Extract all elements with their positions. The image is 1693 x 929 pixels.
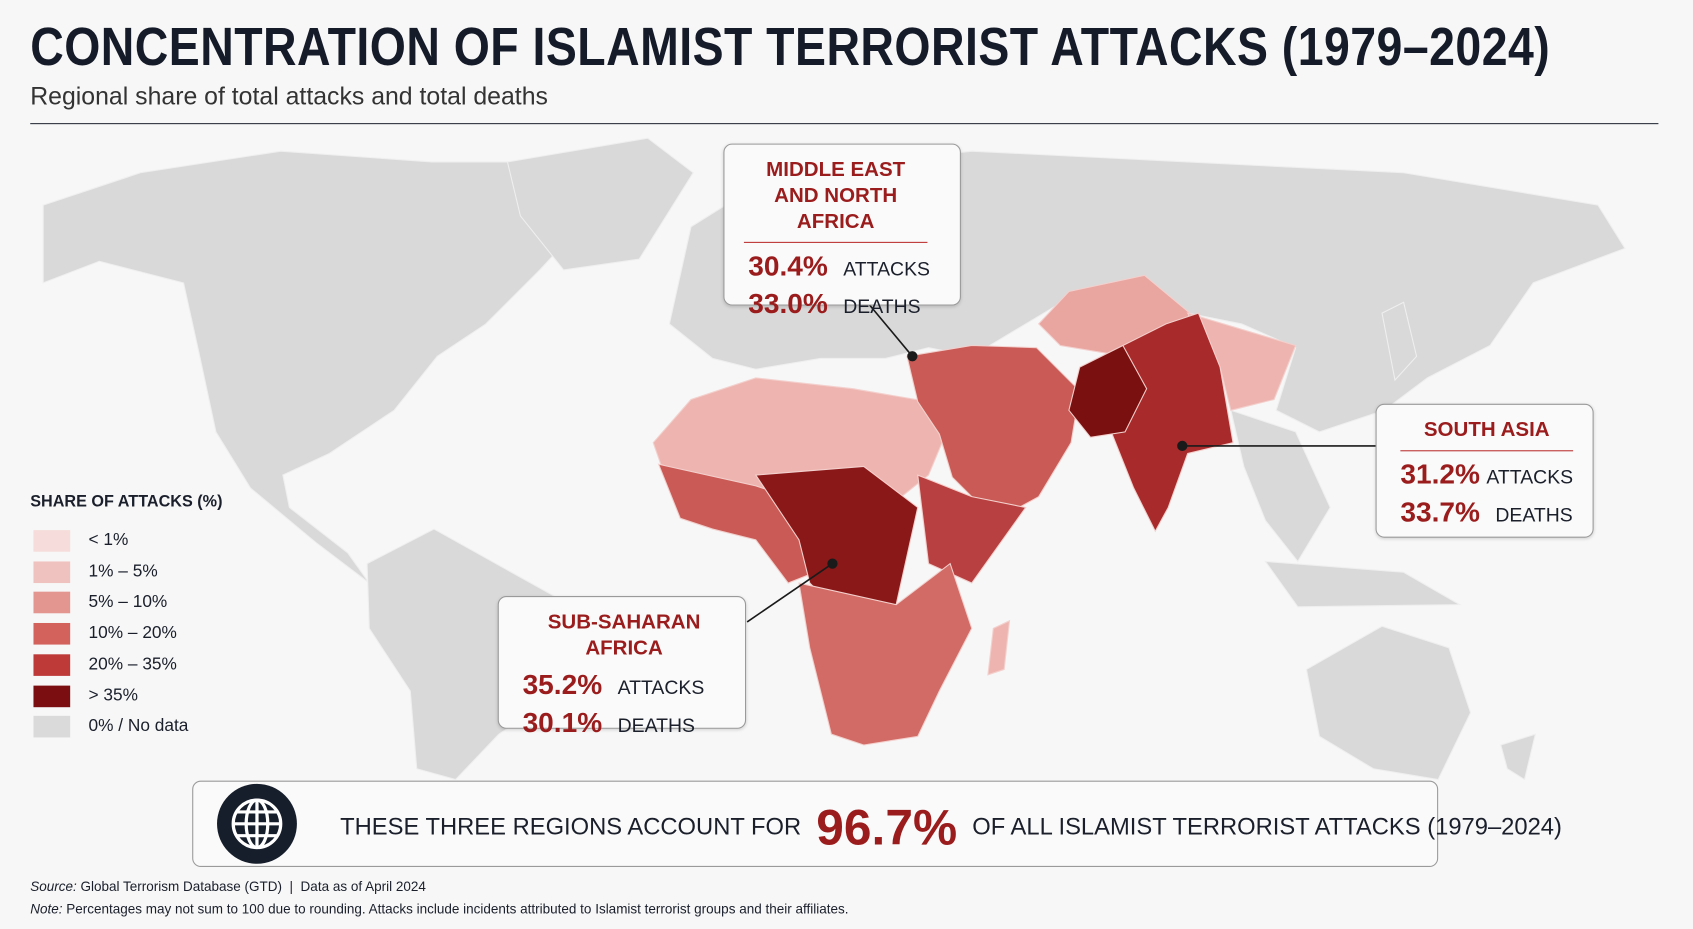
summary-banner bbox=[192, 780, 1439, 867]
note: Percentages may not sum to 100 due to ro… bbox=[66, 901, 849, 917]
callout: SUB-SAHARAN AFRICA 35.2% ATTACKS 30.1% DEA… bbox=[497, 595, 747, 739]
legend-swatch bbox=[33, 685, 71, 707]
legend-title: SHARE OF ATTACKS (%) bbox=[30, 492, 223, 511]
leader-dot bbox=[827, 558, 838, 569]
leader-dot bbox=[907, 351, 918, 362]
legend-item: 1% – 5% bbox=[33, 560, 158, 584]
stat-value: 31.2% bbox=[1400, 457, 1480, 491]
madagascar bbox=[987, 619, 1011, 676]
stat-value: 30.1% bbox=[522, 706, 603, 739]
note-line: Note: Percentages may not sum to 100 due… bbox=[30, 902, 848, 917]
subtitle: Regional share of total attacks and tota… bbox=[30, 82, 548, 111]
australia bbox=[1305, 625, 1472, 781]
legend-item: < 1% bbox=[33, 529, 128, 553]
stat-row: 30.4% ATTACKS bbox=[748, 249, 940, 287]
legend-item: 0% / No data bbox=[33, 715, 188, 739]
greenland bbox=[506, 137, 694, 271]
leader-line bbox=[868, 303, 913, 357]
stat-row: 35.2% ATTACKS bbox=[523, 668, 726, 706]
legend-label: 5% – 10% bbox=[88, 593, 168, 612]
legend-label: 20% – 35% bbox=[88, 655, 177, 674]
east-southern-africa bbox=[798, 562, 973, 746]
stat-label: DEATHS bbox=[617, 714, 695, 737]
stat-value: 30.4% bbox=[748, 249, 828, 282]
stat-row: 33.7% DEATHS bbox=[1400, 496, 1573, 534]
stat-label: DEATHS bbox=[1495, 504, 1573, 526]
legend-label: 1% – 5% bbox=[88, 562, 158, 581]
horn-of-africa bbox=[917, 474, 1027, 584]
legend-swatch bbox=[33, 623, 71, 645]
legend-item: 5% – 10% bbox=[33, 591, 167, 615]
new-zealand bbox=[1500, 733, 1537, 781]
legend-label: > 35% bbox=[88, 686, 138, 705]
legend-item: 10% – 20% bbox=[33, 622, 177, 646]
legend-swatch bbox=[33, 592, 71, 614]
stat-label: DEATHS bbox=[843, 295, 921, 318]
legend-item: > 35% bbox=[33, 684, 138, 708]
stat-value: 33.0% bbox=[748, 287, 828, 320]
stat-value: 35.2% bbox=[522, 668, 603, 701]
banner-text: THESE THREE REGIONS ACCOUNT FOR 96.7% OF… bbox=[340, 795, 1562, 860]
globe-icon bbox=[217, 783, 297, 864]
legend-label: < 1% bbox=[88, 531, 129, 550]
callout-title: SUB-SAHARAN AFRICA bbox=[547, 611, 701, 660]
southeast-asia bbox=[1230, 409, 1331, 563]
stat-label: ATTACKS bbox=[843, 258, 930, 280]
south-america bbox=[366, 528, 586, 781]
stat-value: 33.7% bbox=[1400, 495, 1480, 528]
leader-dot bbox=[1177, 440, 1188, 452]
legend-swatch bbox=[33, 654, 71, 676]
leader-line bbox=[746, 562, 833, 623]
callout: SOUTH ASIA 31.2% ATTACKS 33.7% DEATHS bbox=[1375, 403, 1594, 538]
banner-lead: THESE THREE REGIONS ACCOUNT FOR bbox=[340, 813, 802, 841]
legend-label: 0% / No data bbox=[88, 717, 189, 736]
legend-swatch bbox=[33, 716, 71, 738]
source-line: Source: Global Terrorism Database (GTD) … bbox=[30, 879, 426, 894]
stat-row: 30.1% DEATHS bbox=[523, 706, 726, 744]
legend-swatch bbox=[33, 561, 71, 583]
japan bbox=[1381, 301, 1418, 382]
source-label: Source: bbox=[30, 878, 77, 894]
legend-item: 20% – 35% bbox=[33, 653, 177, 677]
note-label: Note: bbox=[30, 901, 63, 917]
source: Global Terrorism Database (GTD) bbox=[80, 878, 283, 894]
stat-label: ATTACKS bbox=[617, 676, 705, 699]
middle-east bbox=[906, 344, 1081, 522]
separator: | bbox=[289, 878, 294, 894]
pakistan-afghanistan bbox=[1068, 344, 1148, 438]
callout-title: MIDDLE EAST AND NORTH AFRICA bbox=[743, 158, 928, 243]
callout-title: SOUTH ASIA bbox=[1400, 418, 1574, 452]
data-date: Data as of April 2024 bbox=[300, 878, 426, 894]
legend-swatch bbox=[33, 530, 71, 552]
legend-label: 10% – 20% bbox=[88, 624, 177, 643]
title: CONCENTRATION OF ISLAMIST TERRORIST ATTA… bbox=[30, 16, 1551, 77]
callout: MIDDLE EAST AND NORTH AFRICA 30.4% ATTACK… bbox=[723, 143, 961, 320]
divider bbox=[30, 123, 1659, 125]
stat-row: 33.0% DEATHS bbox=[748, 287, 940, 325]
banner-value: 96.7% bbox=[816, 798, 958, 856]
stat-label: ATTACKS bbox=[1486, 466, 1574, 489]
indonesia bbox=[1264, 560, 1462, 608]
banner-tail: OF ALL ISLAMIST TERRORIST ATTACKS (1979–… bbox=[972, 813, 1562, 841]
stat-row: 31.2% ATTACKS bbox=[1400, 458, 1573, 496]
